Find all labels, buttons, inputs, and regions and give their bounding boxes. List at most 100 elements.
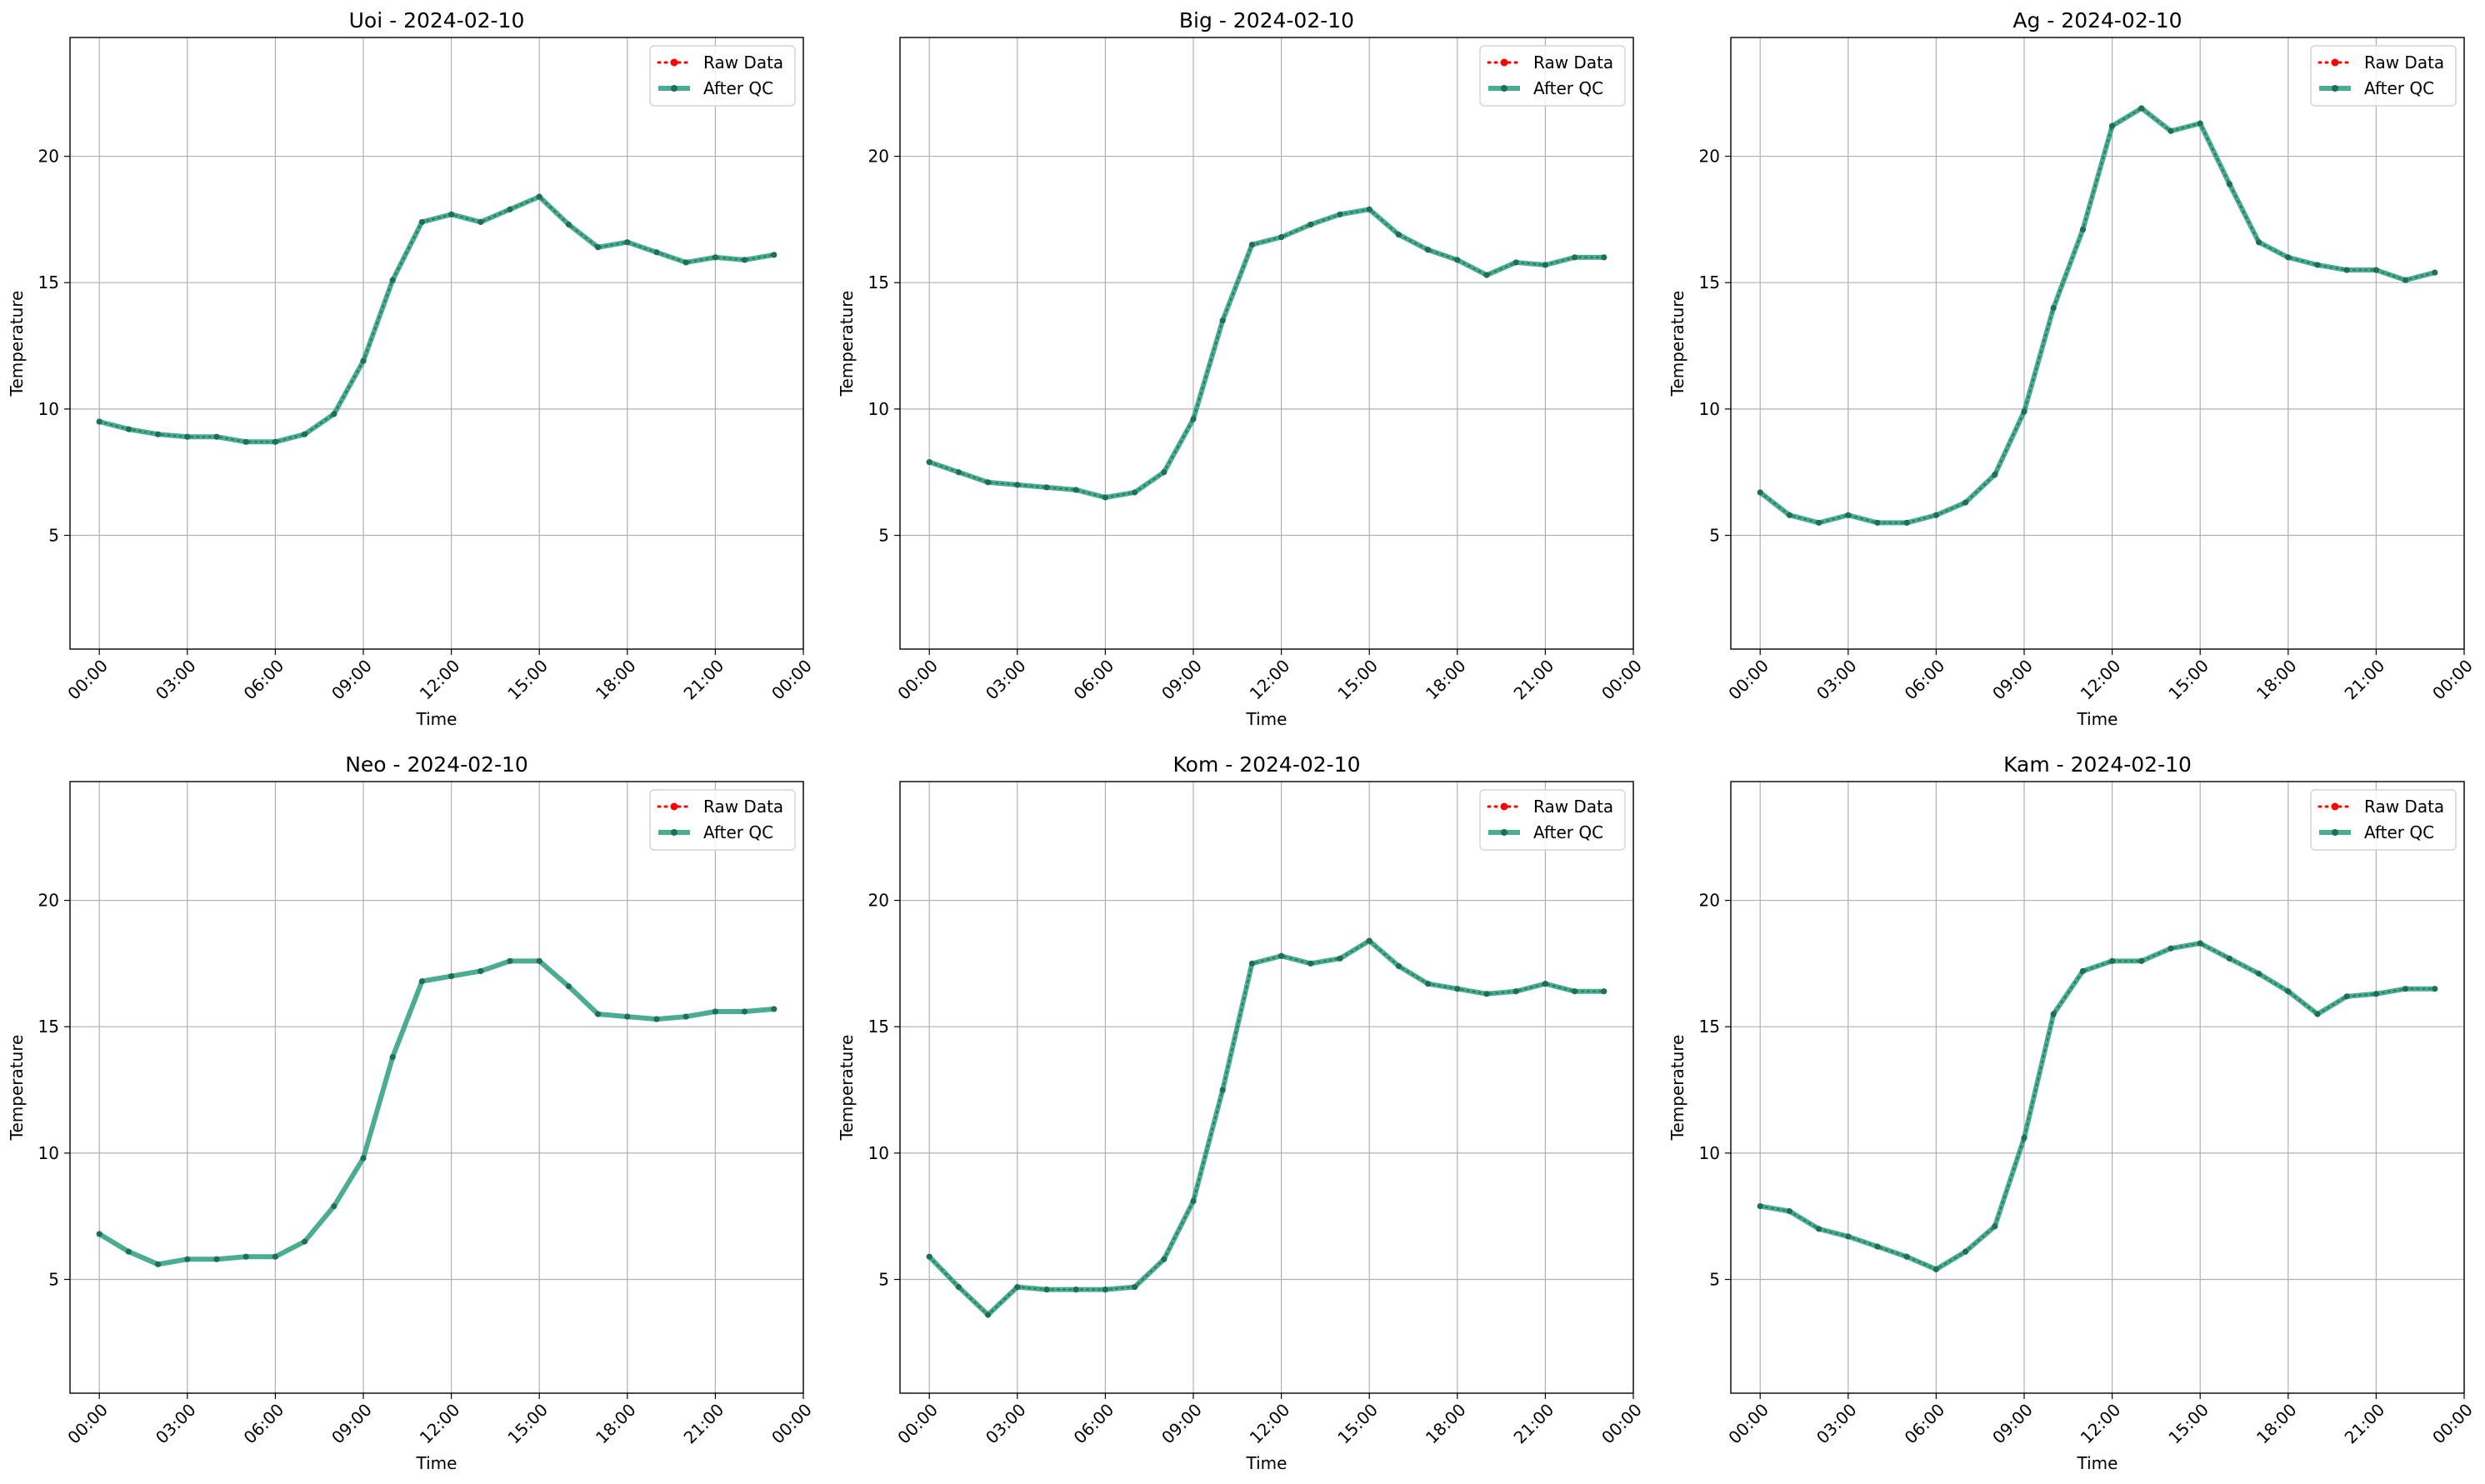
raw-data-point	[1787, 512, 1792, 517]
y-tick-label: 10	[868, 1143, 889, 1163]
raw-data-point	[1308, 222, 1313, 227]
after-qc-point	[536, 957, 542, 964]
x-tick-label: 21:00	[680, 656, 728, 704]
y-tick-label: 15	[1699, 1017, 1720, 1037]
x-tick-label: 09:00	[1158, 656, 1206, 704]
legend: Raw Data After QC	[649, 45, 796, 107]
raw-data-point	[1875, 1244, 1880, 1249]
raw-data-point	[1132, 1285, 1138, 1290]
raw-data-point	[272, 439, 278, 444]
raw-data-point	[1338, 956, 1342, 961]
x-tick-label: 18:00	[592, 1400, 640, 1448]
x-tick-label: 00:00	[893, 656, 942, 704]
y-tick-label: 15	[868, 1017, 889, 1037]
raw-data-point	[390, 277, 395, 282]
after-qc-point	[96, 1231, 102, 1237]
raw-data-point	[1162, 1257, 1167, 1262]
x-tick-label: 18:00	[2252, 1400, 2301, 1448]
legend-qc-marker	[2332, 85, 2338, 92]
y-tick-label: 10	[38, 1143, 59, 1163]
legend-raw-label: Raw Data	[2364, 797, 2444, 817]
raw-data-point	[1846, 512, 1851, 517]
x-tick-label: 18:00	[1422, 1400, 1470, 1448]
after-qc-point	[682, 1013, 689, 1020]
legend-qc-label: After QC	[2364, 78, 2434, 98]
raw-data-point	[1044, 485, 1049, 490]
raw-data-point	[1073, 1287, 1078, 1292]
y-axis-label: Temperature	[7, 1035, 27, 1142]
raw-data-point	[1513, 989, 1518, 994]
legend-raw-marker	[1500, 802, 1508, 811]
axes-frame	[69, 781, 804, 1394]
after-qc-point	[331, 1202, 338, 1210]
raw-data-point	[2168, 946, 2173, 951]
x-tick-label: 15:00	[503, 1400, 552, 1448]
series-line-raw-data	[1759, 107, 2436, 524]
y-tick-label: 10	[1699, 1143, 1720, 1163]
raw-data-point	[1992, 1224, 1998, 1229]
y-tick-label: 5	[48, 526, 59, 546]
legend-raw-label: Raw Data	[1533, 52, 1613, 72]
after-qc-point	[624, 1013, 631, 1020]
y-axis-label: Temperature	[7, 291, 27, 397]
raw-data-point	[243, 439, 248, 444]
raw-data-point	[2403, 277, 2408, 282]
legend-raw-marker	[670, 802, 678, 811]
subplot-title: Ag - 2024-02-10	[2012, 8, 2182, 32]
raw-data-point	[2139, 958, 2144, 963]
x-tick-label: 21:00	[2341, 656, 2389, 704]
raw-data-point	[2022, 409, 2027, 414]
subplot-4: 00:00 03:00 06:00 09:00 12:00 15:00 18:00 21:00…	[7, 752, 816, 1473]
legend-raw-label: Raw Data	[703, 797, 783, 817]
raw-data-point	[2432, 270, 2438, 275]
raw-data-point	[566, 222, 572, 227]
raw-data-point	[449, 212, 454, 217]
raw-data-point	[214, 434, 219, 439]
after-qc-point	[742, 1008, 748, 1015]
raw-data-point	[625, 240, 630, 245]
raw-data-point	[332, 412, 337, 417]
x-tick-label: 03:00	[982, 656, 1030, 704]
x-tick-label: 00:00	[1724, 656, 1772, 704]
raw-data-point	[1904, 520, 1909, 525]
raw-data-point	[2286, 989, 2291, 994]
raw-data-point	[1992, 472, 1998, 477]
raw-data-point	[2315, 262, 2320, 267]
raw-data-point	[2051, 1012, 2056, 1017]
x-tick-label: 21:00	[680, 1400, 728, 1448]
raw-data-point	[156, 432, 161, 437]
after-qc-point	[448, 972, 455, 980]
raw-data-point	[2110, 123, 2115, 128]
raw-data-point	[1817, 1227, 1822, 1232]
y-tick-label: 10	[38, 399, 59, 419]
x-axis-label: Time	[416, 709, 458, 729]
raw-data-point	[1484, 992, 1489, 997]
x-axis-label: Time	[1246, 709, 1288, 729]
raw-data-point	[2139, 106, 2144, 111]
raw-data-point	[1426, 247, 1431, 252]
y-tick-label: 20	[38, 147, 59, 167]
raw-data-point	[2051, 305, 2056, 311]
legend-raw-marker	[2331, 58, 2339, 67]
y-axis-label: Temperature	[1668, 1035, 1688, 1142]
raw-data-point	[1191, 417, 1196, 422]
x-tick-label: 09:00	[1988, 1400, 2037, 1448]
series-line-after-qc	[927, 938, 1607, 1317]
raw-data-point	[1787, 1209, 1792, 1214]
x-tick-label: 15:00	[1333, 1400, 1382, 1448]
x-tick-label: 09:00	[1158, 1400, 1206, 1448]
axes-frame	[899, 37, 1634, 650]
legend: Raw Data After QC	[649, 789, 796, 851]
x-tick-label: 09:00	[328, 1400, 376, 1448]
raw-data-point	[2257, 971, 2262, 977]
raw-data-point	[1102, 1287, 1108, 1292]
x-tick-label: 00:00	[768, 1400, 816, 1448]
legend-raw-marker	[670, 58, 678, 67]
series-line-after-qc	[97, 194, 777, 445]
x-tick-label: 00:00	[2428, 1400, 2477, 1448]
x-tick-label: 18:00	[2252, 656, 2301, 704]
series-line-after-qc	[1758, 941, 2438, 1272]
raw-data-point	[927, 1254, 932, 1259]
raw-data-point	[1367, 207, 1372, 212]
x-axis-label: Time	[2077, 1453, 2118, 1473]
